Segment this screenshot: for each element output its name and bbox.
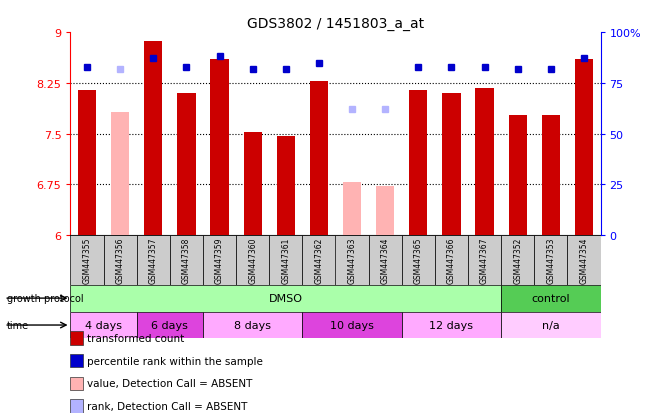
Bar xyxy=(177,94,195,235)
Bar xyxy=(442,94,460,235)
Bar xyxy=(103,235,137,285)
Bar xyxy=(541,115,560,235)
Bar xyxy=(111,113,130,235)
Bar xyxy=(78,90,96,235)
Text: 4 days: 4 days xyxy=(85,320,122,330)
Bar xyxy=(476,88,494,235)
Text: GSM447364: GSM447364 xyxy=(380,237,390,283)
Bar xyxy=(568,235,601,285)
Bar xyxy=(368,235,402,285)
Bar xyxy=(144,42,162,235)
Bar xyxy=(501,235,534,285)
Bar xyxy=(509,115,527,235)
Text: transformed count: transformed count xyxy=(87,333,185,343)
Text: DMSO: DMSO xyxy=(269,293,303,304)
Bar xyxy=(435,235,468,285)
Bar xyxy=(137,235,170,285)
Text: rank, Detection Call = ABSENT: rank, Detection Call = ABSENT xyxy=(87,401,248,411)
Bar xyxy=(575,60,593,235)
Bar xyxy=(70,312,137,339)
Text: GSM447358: GSM447358 xyxy=(182,237,191,283)
Text: GSM447365: GSM447365 xyxy=(414,237,423,283)
Text: GSM447352: GSM447352 xyxy=(513,237,522,283)
Bar xyxy=(501,285,601,312)
Bar xyxy=(244,133,262,235)
Bar xyxy=(203,235,236,285)
Bar xyxy=(269,235,303,285)
Text: GSM447356: GSM447356 xyxy=(115,237,125,283)
Bar xyxy=(534,235,568,285)
Bar xyxy=(402,312,501,339)
Text: 10 days: 10 days xyxy=(330,320,374,330)
Bar xyxy=(402,235,435,285)
Text: percentile rank within the sample: percentile rank within the sample xyxy=(87,356,263,366)
Text: GSM447354: GSM447354 xyxy=(580,237,588,283)
Text: n/a: n/a xyxy=(542,320,560,330)
Text: GSM447366: GSM447366 xyxy=(447,237,456,283)
Bar xyxy=(310,82,328,235)
Text: control: control xyxy=(531,293,570,304)
Bar xyxy=(468,235,501,285)
Bar xyxy=(343,183,361,235)
Bar xyxy=(203,312,303,339)
Bar xyxy=(276,136,295,235)
Bar xyxy=(70,235,103,285)
Text: GSM447360: GSM447360 xyxy=(248,237,257,283)
Text: growth protocol: growth protocol xyxy=(7,293,83,304)
Text: 12 days: 12 days xyxy=(429,320,474,330)
Bar xyxy=(303,235,336,285)
Bar xyxy=(137,312,203,339)
Text: GSM447361: GSM447361 xyxy=(281,237,291,283)
Text: GSM447362: GSM447362 xyxy=(315,237,323,283)
Bar xyxy=(211,60,229,235)
Bar xyxy=(409,90,427,235)
Bar xyxy=(236,235,269,285)
Text: GSM447355: GSM447355 xyxy=(83,237,91,283)
Bar xyxy=(376,187,395,235)
Text: GDS3802 / 1451803_a_at: GDS3802 / 1451803_a_at xyxy=(247,17,424,31)
Text: time: time xyxy=(7,320,29,330)
Text: GSM447359: GSM447359 xyxy=(215,237,224,283)
Bar xyxy=(70,285,501,312)
Text: GSM447357: GSM447357 xyxy=(149,237,158,283)
Text: GSM447353: GSM447353 xyxy=(546,237,556,283)
Text: 6 days: 6 days xyxy=(152,320,189,330)
Text: GSM447363: GSM447363 xyxy=(348,237,356,283)
Bar xyxy=(170,235,203,285)
Bar xyxy=(501,312,601,339)
Text: GSM447367: GSM447367 xyxy=(480,237,489,283)
Text: value, Detection Call = ABSENT: value, Detection Call = ABSENT xyxy=(87,378,252,389)
Bar xyxy=(336,235,368,285)
Bar xyxy=(303,312,402,339)
Text: 8 days: 8 days xyxy=(234,320,271,330)
